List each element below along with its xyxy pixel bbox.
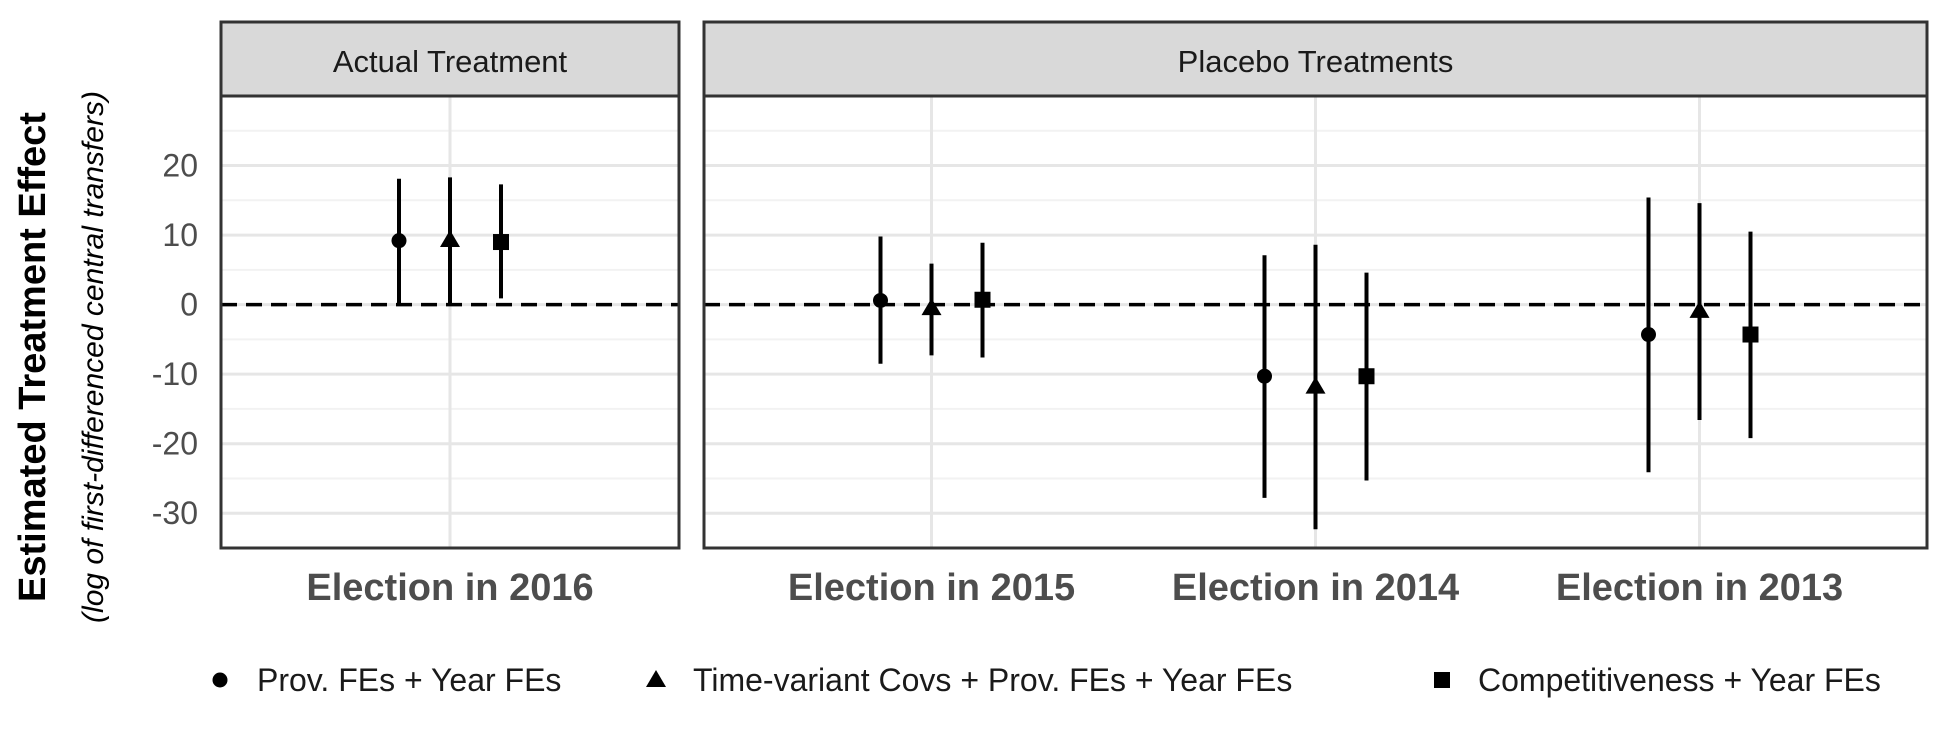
facet-strip — [702, 20, 1929, 98]
legend-label: Time-variant Covs + Prov. FEs + Year FEs — [693, 662, 1292, 698]
y-axis-title-group: Estimated Treatment Effect (log of first… — [12, 91, 110, 623]
legend-item: Time-variant Covs + Prov. FEs + Year FEs — [646, 662, 1292, 698]
x-category-label: Election in 2015 — [788, 567, 1075, 609]
point-estimate-square — [1358, 368, 1375, 385]
y-tick-label: 10 — [162, 217, 198, 253]
y-axis-subtitle: (log of first-differenced central transf… — [77, 91, 110, 623]
legend-key-square — [1434, 672, 1450, 688]
point-estimate-circle — [873, 292, 888, 308]
legend-item: Competitiveness + Year FEs — [1434, 662, 1881, 698]
point-estimate-circle — [1257, 368, 1272, 384]
point-estimate-circle — [1641, 327, 1656, 343]
point-estimate-square — [493, 234, 509, 251]
legend-item: Prov. FEs + Year FEs — [212, 662, 561, 698]
point-estimate-triangle — [1305, 376, 1326, 394]
legend-key-triangle — [646, 670, 666, 687]
y-axis-title: Estimated Treatment Effect — [12, 112, 54, 602]
x-category-label: Election in 2016 — [306, 567, 593, 609]
y-axis-ticks: 20 10 0 -10 -20 -30 — [152, 148, 198, 532]
y-tick-label: -20 — [152, 426, 198, 462]
y-tick-label: 20 — [162, 148, 198, 184]
legend-label: Prov. FEs + Year FEs — [257, 662, 561, 698]
y-tick-label: 0 — [180, 287, 198, 323]
facet-strip-title: Actual Treatment — [333, 44, 568, 79]
point-estimate-triangle — [921, 298, 942, 316]
y-tick-label: -10 — [152, 356, 198, 392]
facet-strip — [219, 20, 681, 98]
facet-panels: Actual Treatment Election in 2016 Placebo … — [219, 20, 1929, 609]
x-category-label: Election in 2013 — [1556, 567, 1843, 609]
point-estimate-square — [974, 291, 991, 308]
point-estimate-circle — [391, 233, 407, 249]
legend-label: Competitiveness + Year FEs — [1478, 662, 1881, 698]
legend-key-circle — [212, 672, 228, 688]
facet-panel: Actual Treatment Election in 2016 — [219, 20, 681, 609]
x-category-label: Election in 2014 — [1172, 567, 1459, 609]
facet-panel: Placebo Treatments Election in 2015 Electi… — [702, 20, 1929, 609]
y-tick-label: -30 — [152, 495, 198, 531]
legend: Prov. FEs + Year FEs Time-variant Covs + … — [212, 662, 1881, 698]
point-estimate-triangle — [440, 229, 460, 247]
point-estimate-square — [1742, 326, 1759, 343]
point-estimate-triangle — [1689, 300, 1710, 318]
facet-strip-title: Placebo Treatments — [1178, 44, 1454, 79]
